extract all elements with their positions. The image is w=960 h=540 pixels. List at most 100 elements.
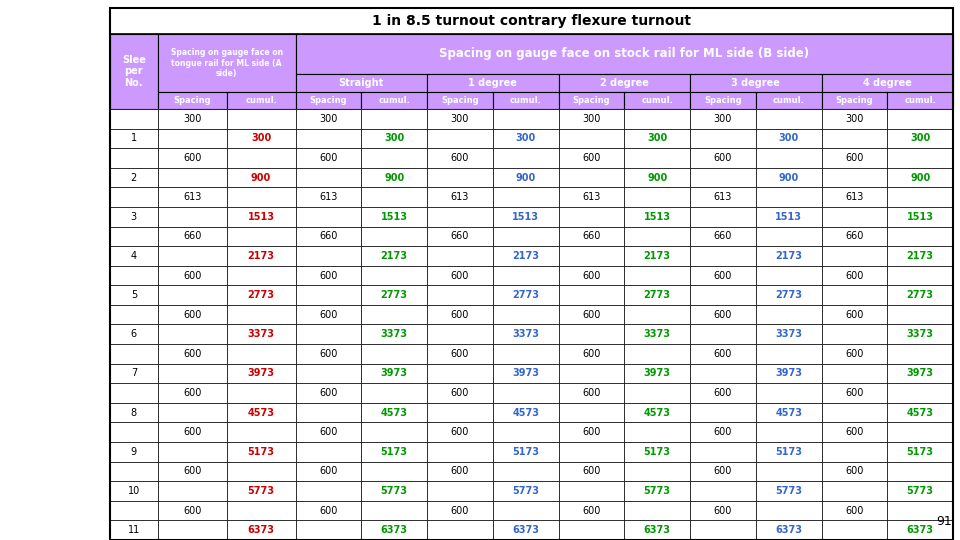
Text: Spacing: Spacing [572, 96, 611, 105]
Bar [624, 227, 690, 246]
Text: 600: 600 [713, 310, 732, 320]
Bar [690, 521, 756, 540]
Text: 613: 613 [320, 192, 338, 202]
Bar [157, 442, 227, 462]
Bar [624, 207, 690, 227]
Text: 900: 900 [779, 173, 799, 183]
Bar [624, 403, 690, 422]
Bar [887, 266, 953, 285]
Bar [110, 266, 157, 285]
Text: 900: 900 [384, 173, 404, 183]
Bar [887, 462, 953, 481]
Bar [690, 148, 756, 168]
Bar [361, 501, 427, 521]
Bar [756, 521, 822, 540]
Bar [822, 403, 887, 422]
Bar [492, 168, 559, 187]
Text: 600: 600 [713, 271, 732, 280]
Text: 300: 300 [183, 114, 202, 124]
Text: 3973: 3973 [906, 368, 934, 379]
Bar [157, 148, 227, 168]
Bar [887, 187, 953, 207]
Text: 300: 300 [251, 133, 272, 144]
Bar [427, 403, 492, 422]
Text: 2173: 2173 [643, 251, 671, 261]
Bar [361, 363, 427, 383]
Text: 3373: 3373 [381, 329, 408, 339]
Bar [690, 344, 756, 363]
Bar [756, 207, 822, 227]
Text: 600: 600 [713, 349, 732, 359]
Text: 6373: 6373 [775, 525, 803, 535]
Text: 600: 600 [845, 271, 864, 280]
Text: cumul.: cumul. [510, 96, 541, 105]
Bar [690, 363, 756, 383]
Bar [361, 92, 427, 109]
Bar [756, 305, 822, 325]
Text: 3373: 3373 [775, 329, 803, 339]
Bar [756, 187, 822, 207]
Bar [822, 74, 953, 92]
Text: 1513: 1513 [906, 212, 934, 222]
Bar [110, 481, 157, 501]
Text: 600: 600 [183, 427, 202, 437]
Text: 1513: 1513 [643, 212, 671, 222]
Bar [361, 129, 427, 148]
Bar [690, 129, 756, 148]
Text: Slee
per
No.: Slee per No. [122, 55, 146, 88]
Bar [361, 403, 427, 422]
Bar [887, 521, 953, 540]
Bar [822, 344, 887, 363]
Text: 3373: 3373 [643, 329, 671, 339]
Bar [427, 207, 492, 227]
Text: 613: 613 [845, 192, 864, 202]
Bar [110, 168, 157, 187]
Text: 4573: 4573 [775, 408, 803, 417]
Bar [887, 129, 953, 148]
Bar [227, 363, 296, 383]
Bar [822, 383, 887, 403]
Bar [822, 109, 887, 129]
Bar [756, 383, 822, 403]
Bar [559, 501, 624, 521]
Bar [157, 109, 227, 129]
Bar [361, 305, 427, 325]
Text: 3: 3 [131, 212, 137, 222]
Bar [427, 168, 492, 187]
Text: 660: 660 [582, 231, 601, 241]
Bar [296, 363, 361, 383]
Text: 600: 600 [713, 505, 732, 516]
Bar [624, 383, 690, 403]
Bar [624, 129, 690, 148]
Bar [624, 521, 690, 540]
Text: 5173: 5173 [775, 447, 803, 457]
Text: 1513: 1513 [248, 212, 275, 222]
Bar [887, 246, 953, 266]
Bar [427, 187, 492, 207]
Bar [227, 227, 296, 246]
Bar [296, 305, 361, 325]
Text: 1513: 1513 [513, 212, 540, 222]
Bar [361, 344, 427, 363]
Bar [361, 109, 427, 129]
Bar [887, 422, 953, 442]
Bar [690, 74, 822, 92]
Text: 600: 600 [713, 427, 732, 437]
Bar [296, 325, 361, 344]
Text: 5773: 5773 [248, 486, 275, 496]
Bar [361, 325, 427, 344]
Text: 600: 600 [183, 388, 202, 398]
Bar [559, 168, 624, 187]
Text: 600: 600 [713, 153, 732, 163]
Bar [227, 109, 296, 129]
Bar [559, 442, 624, 462]
Bar [157, 383, 227, 403]
Bar [492, 325, 559, 344]
Bar [559, 521, 624, 540]
Bar [624, 187, 690, 207]
Bar [492, 521, 559, 540]
Text: 2173: 2173 [381, 251, 408, 261]
Bar [110, 246, 157, 266]
Text: 1 degree: 1 degree [468, 78, 517, 88]
Bar [227, 501, 296, 521]
